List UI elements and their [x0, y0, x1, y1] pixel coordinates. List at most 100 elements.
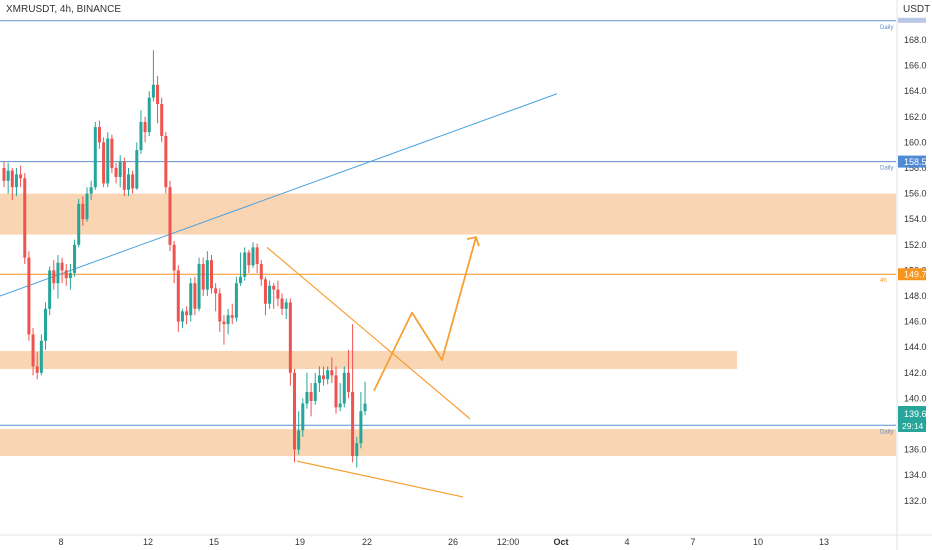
candle-body — [172, 244, 176, 271]
time-tick-label: 22 — [362, 537, 372, 547]
price-tick-label: 154.0 — [904, 214, 927, 224]
candle-body — [334, 375, 338, 408]
candle-body — [110, 138, 114, 168]
candle-body — [147, 97, 151, 133]
candle-body — [346, 372, 350, 392]
price-tick-label: 156.0 — [904, 189, 927, 199]
candle-body — [122, 161, 126, 190]
candle-body — [317, 375, 321, 384]
candle-body — [93, 127, 97, 188]
candle-body — [247, 252, 251, 266]
candle-body — [39, 340, 43, 373]
time-tick-label: 4 — [624, 537, 629, 547]
candle-body — [106, 138, 110, 184]
chart-title: XMRUSDT, 4h, BINANCE — [6, 4, 122, 15]
candle-body — [338, 403, 342, 408]
price-tick-label: 164.0 — [904, 86, 927, 96]
price-tick-label: 146.0 — [904, 317, 927, 327]
price-tick-label: 162.0 — [904, 112, 927, 122]
candle-body — [89, 187, 93, 194]
candle-body — [6, 170, 10, 181]
price-tick-label: 152.0 — [904, 240, 927, 250]
candle-body — [193, 283, 197, 309]
price-tick-label: 168.0 — [904, 35, 927, 45]
time-tick-label: 13 — [819, 537, 829, 547]
candle-body — [284, 302, 288, 309]
candle-body — [85, 193, 89, 220]
candle-body — [330, 370, 334, 376]
candle-body — [131, 174, 135, 189]
candle-body — [156, 84, 160, 104]
candle-body — [68, 272, 72, 279]
price-tick-label: 134.0 — [904, 470, 927, 480]
candle-body — [305, 392, 309, 404]
candle-body — [205, 260, 209, 290]
price-tag — [898, 155, 926, 168]
candle-body — [48, 270, 52, 309]
candle-body — [363, 403, 367, 412]
candle-body — [214, 288, 218, 294]
candle-body — [322, 375, 326, 380]
candle-body — [342, 372, 346, 404]
price-tick-label: 158.0 — [904, 163, 927, 173]
candle-body — [263, 279, 267, 304]
price-tick-label: 144.0 — [904, 342, 927, 352]
candle-body — [168, 187, 172, 245]
candle-body — [280, 298, 284, 309]
candle-body — [81, 203, 85, 220]
candle-body — [309, 392, 313, 401]
projection-arrowhead — [466, 236, 480, 247]
candle-body — [313, 383, 317, 401]
time-tick-label: 15 — [209, 537, 219, 547]
countdown-label: 29:14 — [902, 421, 924, 431]
candle-body — [60, 262, 64, 271]
candle-body — [139, 121, 143, 151]
current-price-tag — [898, 406, 926, 432]
candle-body — [185, 311, 189, 316]
price-tag — [898, 268, 926, 281]
candle-body — [73, 244, 77, 273]
candle-body — [234, 283, 238, 318]
price-tick-label: 148.0 — [904, 291, 927, 301]
support-resistance-zone — [0, 351, 737, 369]
price-tick-label: 132.0 — [904, 496, 927, 506]
candle-body — [239, 276, 243, 284]
candle-body — [10, 170, 14, 188]
candle-body — [180, 311, 184, 322]
candle-body — [259, 264, 263, 280]
candle-body — [226, 315, 230, 325]
candle-body — [293, 372, 296, 450]
candle-body — [201, 264, 205, 290]
candle-body — [243, 252, 247, 277]
candle-body — [118, 161, 122, 177]
candle-body — [230, 315, 234, 318]
time-tick-label: 12:00 — [497, 537, 520, 547]
wedge-upper-line — [266, 246, 471, 420]
candle-body — [64, 270, 68, 279]
currency-label: USDT — [903, 4, 931, 15]
candle-body — [218, 293, 222, 322]
support-resistance-zone — [0, 193, 896, 235]
price-tick-label: 142.0 — [904, 368, 927, 378]
candle-body — [301, 403, 305, 431]
candle-body — [114, 168, 118, 177]
price-tick-label: 166.0 — [904, 61, 927, 71]
candle-body — [77, 203, 81, 245]
candle-body — [355, 443, 359, 456]
price-tag-label: 158.5 — [904, 157, 927, 167]
support-resistance-zone — [0, 429, 896, 456]
candle-body — [23, 178, 27, 258]
candle-body — [164, 136, 168, 188]
level-label: Daily — [880, 166, 893, 172]
candle-body — [176, 270, 180, 322]
candle-body — [127, 174, 130, 190]
candle-body — [272, 285, 276, 290]
price-tick-label: 136.0 — [904, 445, 927, 455]
candle-body — [102, 142, 106, 184]
wedge-lower-line — [296, 460, 464, 498]
candle-body — [189, 283, 193, 316]
candle-body — [14, 174, 18, 188]
candle-body — [52, 270, 56, 284]
